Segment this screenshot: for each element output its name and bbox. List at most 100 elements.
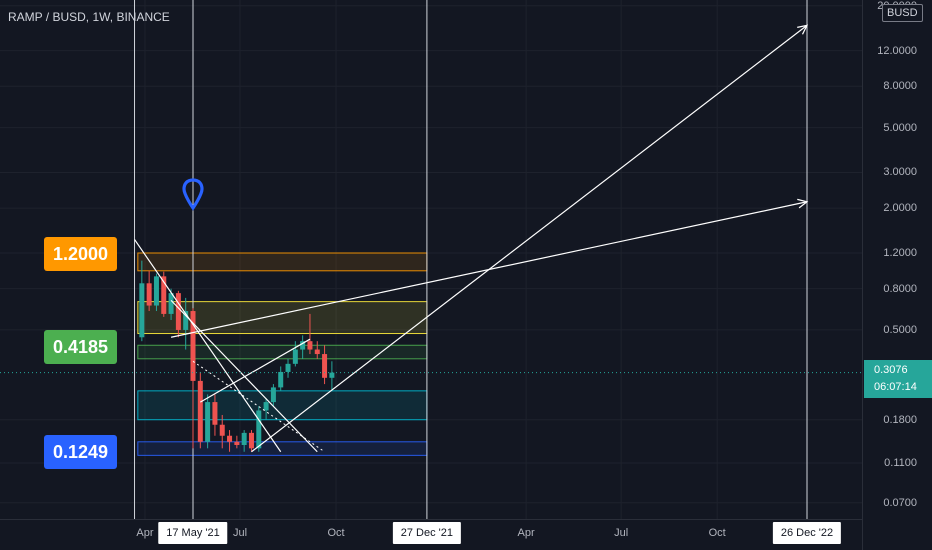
candle <box>190 308 196 449</box>
candle <box>205 394 211 449</box>
candle <box>219 414 225 449</box>
candle-body <box>248 432 254 449</box>
price-tick-label: 0.8000 <box>883 282 917 295</box>
candle-body <box>227 435 233 442</box>
price-tick-label: 2.0000 <box>883 202 917 215</box>
price-tick-label: 5.0000 <box>883 121 917 134</box>
candle <box>227 430 233 452</box>
level-price-tag: 1.2000 <box>44 237 118 271</box>
candle-body <box>212 402 218 425</box>
candle <box>278 366 284 391</box>
price-tick-label: 8.0000 <box>883 80 917 93</box>
candle-body <box>314 349 320 355</box>
candle-body <box>278 371 284 388</box>
candle-body <box>256 410 262 449</box>
candle <box>270 384 276 407</box>
time-tick-label: Oct <box>327 527 345 539</box>
time-tick-label: Apr <box>517 527 535 539</box>
time-axis-divider <box>0 519 862 520</box>
candle-body <box>183 311 189 330</box>
candle <box>168 288 174 320</box>
candle <box>183 297 189 350</box>
candle <box>146 270 152 312</box>
candle <box>212 394 218 436</box>
highlighted-date-tag[interactable]: 26 Dec '22 <box>772 522 842 544</box>
candle <box>322 345 328 385</box>
candle <box>263 398 269 420</box>
price-tick-label: 0.0700 <box>883 496 917 509</box>
trend-line <box>170 299 318 453</box>
candle-body <box>153 276 159 306</box>
price-tick-label: 1.2000 <box>883 247 917 259</box>
time-tick-label: Oct <box>708 527 726 539</box>
candle <box>234 435 240 449</box>
candle <box>292 341 298 367</box>
candle-body <box>205 402 211 442</box>
candle-body <box>329 372 335 378</box>
trend-line <box>200 338 311 403</box>
time-tick-label: Jul <box>614 527 629 539</box>
candle <box>241 430 247 452</box>
trend-arrow-head <box>797 198 809 209</box>
candle-body <box>300 341 306 350</box>
price-tick-label: 0.1800 <box>883 413 917 426</box>
price-tick-label: 0.5000 <box>883 323 917 336</box>
price-tick-label: 3.0000 <box>883 166 917 179</box>
price-zone <box>137 441 428 456</box>
candle-body <box>168 293 174 314</box>
candle <box>314 341 320 359</box>
candle-body <box>175 293 181 330</box>
trend-line <box>170 201 808 338</box>
candle-body <box>219 424 225 436</box>
candle-body <box>190 311 196 381</box>
price-zone <box>137 344 428 360</box>
candle-body <box>292 349 298 364</box>
candle-body <box>234 441 240 446</box>
map-pin-icon[interactable] <box>182 178 204 216</box>
candle-body <box>241 432 247 446</box>
bar-countdown: 06:07:14 <box>874 381 917 393</box>
candle <box>307 313 313 355</box>
level-price-tag: 0.1249 <box>44 435 118 469</box>
candle <box>161 271 167 317</box>
candle-body <box>285 363 291 372</box>
trend-drawings <box>134 24 809 453</box>
candle <box>197 371 203 449</box>
candle <box>285 358 291 378</box>
symbol-title: RAMP / BUSD, 1W, BINANCE <box>8 10 170 24</box>
price-tick-label: 12.0000 <box>877 44 917 57</box>
candle <box>175 290 181 338</box>
current-price-value: 0.3076 <box>874 364 908 376</box>
candle-body <box>139 283 145 338</box>
candle <box>248 430 254 452</box>
candle-body <box>307 341 313 350</box>
candle-body <box>197 380 203 442</box>
price-zone <box>137 252 428 272</box>
level-price-tag: 0.4185 <box>44 330 118 364</box>
trend-line <box>134 239 282 453</box>
highlighted-date-tag[interactable]: 27 Dec '21 <box>392 522 462 544</box>
trend-line <box>251 24 808 453</box>
candle-body <box>270 387 276 403</box>
price-axis-divider <box>862 0 863 550</box>
highlighted-date-tag[interactable]: 17 May '21 <box>158 522 228 544</box>
candle <box>256 406 262 452</box>
current-price-tag: 0.3076 06:07:14 <box>864 360 932 398</box>
candle-body <box>146 283 152 306</box>
candle <box>329 361 335 391</box>
time-tick-label: Jul <box>232 527 248 539</box>
currency-label[interactable]: BUSD <box>882 4 923 22</box>
level-zones <box>137 252 428 456</box>
trend-arrow-head <box>797 24 809 35</box>
chart-grid <box>0 0 862 519</box>
candle-body <box>161 276 167 314</box>
candle <box>300 335 306 359</box>
candle-body <box>263 402 269 411</box>
dotted-projection <box>192 360 325 453</box>
candle <box>139 260 145 342</box>
candlestick-series <box>139 260 335 452</box>
time-tick-label: Apr <box>136 527 154 539</box>
candle-body <box>322 354 328 378</box>
price-tick-label: 0.1100 <box>884 457 917 469</box>
